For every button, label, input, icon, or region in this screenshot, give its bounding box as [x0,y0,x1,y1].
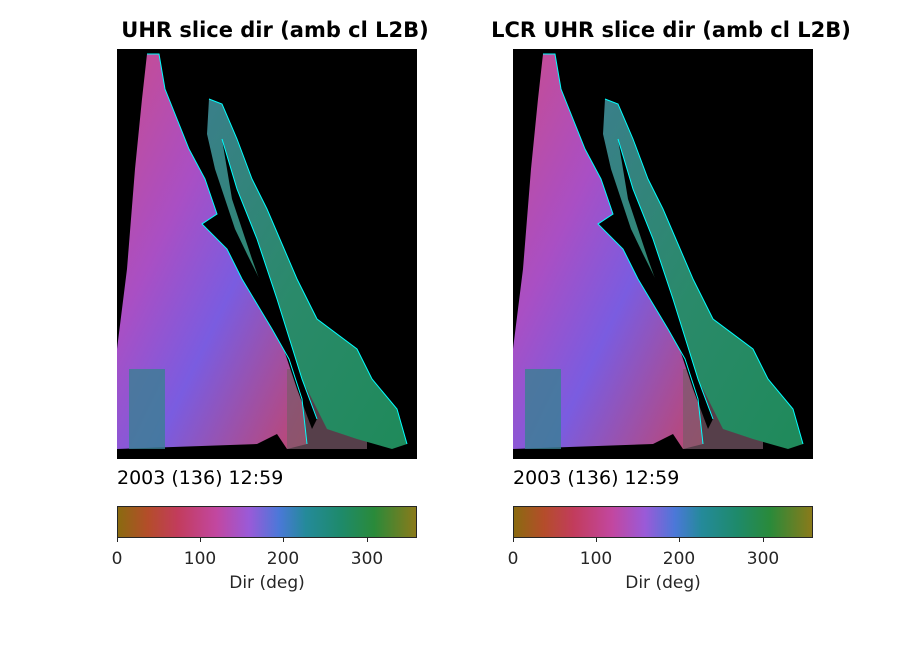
left-panel: UHR slice dir (amb cl L2B) [95,0,515,652]
plot-title: LCR UHR slice dir (amb cl L2B) [491,18,851,42]
map-image [513,49,813,459]
colorbar-label: Dir (deg) [625,573,701,593]
date-label: 2003 (136) 12:59 [117,467,284,489]
colorbar-label: Dir (deg) [229,573,305,593]
right-panel: LCR UHR slice dir (amb cl L2B) [491,0,900,652]
colorbar-ticks [117,537,417,545]
gulf-region [207,99,407,449]
plot-title: UHR slice dir (amb cl L2B) [121,18,429,42]
colorbar-tick-label: 0 [111,549,123,569]
colorbar-tick-label: 100 [579,549,613,569]
coastline [147,53,308,445]
colorbar-tick-label: 200 [266,549,300,569]
wind-direction-map [117,49,417,459]
colorbar-tick-label: 300 [746,549,780,569]
colorbar-tick-label: 200 [662,549,696,569]
colorbar-tick-label: 0 [507,549,519,569]
colorbar-ticks [513,537,813,545]
map-image [117,49,417,459]
colorbar [513,506,813,538]
colorbar-tick-label: 100 [183,549,217,569]
colorbar [117,506,417,538]
wind-direction-map [513,49,813,459]
colorbar-tick-label: 300 [350,549,384,569]
pacific-ocean [117,54,307,449]
date-label: 2003 (136) 12:59 [513,467,680,489]
